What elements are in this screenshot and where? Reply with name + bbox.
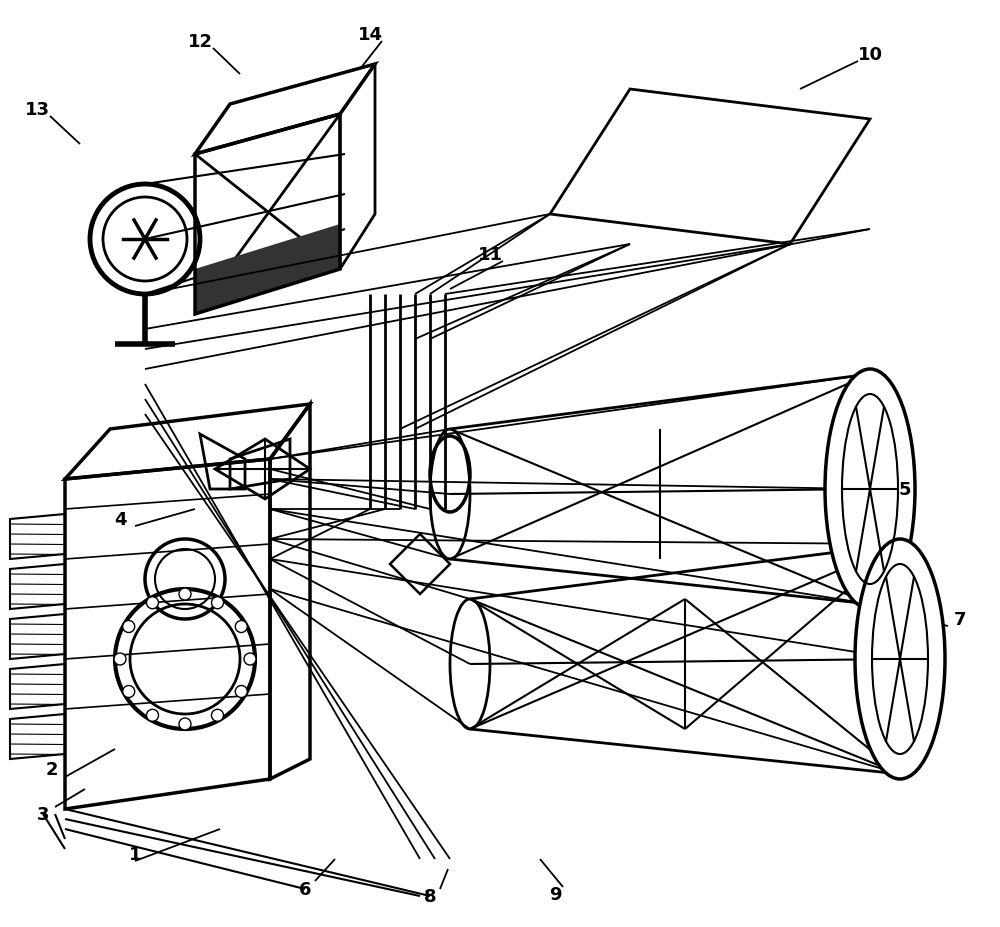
Text: 10: 10	[858, 46, 883, 64]
Circle shape	[147, 709, 159, 721]
Text: 4: 4	[114, 511, 126, 528]
Text: 13: 13	[25, 101, 50, 119]
Text: 11: 11	[478, 246, 503, 263]
Polygon shape	[195, 224, 340, 314]
Circle shape	[212, 597, 224, 609]
Text: 3: 3	[37, 806, 49, 823]
Circle shape	[114, 654, 126, 666]
Circle shape	[244, 654, 256, 666]
Ellipse shape	[825, 370, 915, 609]
Circle shape	[235, 686, 247, 698]
Circle shape	[147, 597, 159, 609]
Text: 2: 2	[46, 760, 58, 778]
Circle shape	[123, 686, 135, 698]
Text: 8: 8	[424, 887, 436, 905]
Circle shape	[179, 718, 191, 730]
Circle shape	[123, 621, 135, 633]
Text: 12: 12	[188, 33, 213, 51]
Text: 7: 7	[954, 610, 966, 629]
Text: 1: 1	[129, 845, 141, 863]
Circle shape	[179, 589, 191, 601]
Circle shape	[212, 709, 224, 721]
Text: 6: 6	[299, 880, 311, 898]
Text: 9: 9	[549, 885, 561, 903]
Circle shape	[235, 621, 247, 633]
Text: 5: 5	[899, 480, 911, 499]
Text: 14: 14	[358, 26, 383, 44]
Ellipse shape	[855, 540, 945, 780]
